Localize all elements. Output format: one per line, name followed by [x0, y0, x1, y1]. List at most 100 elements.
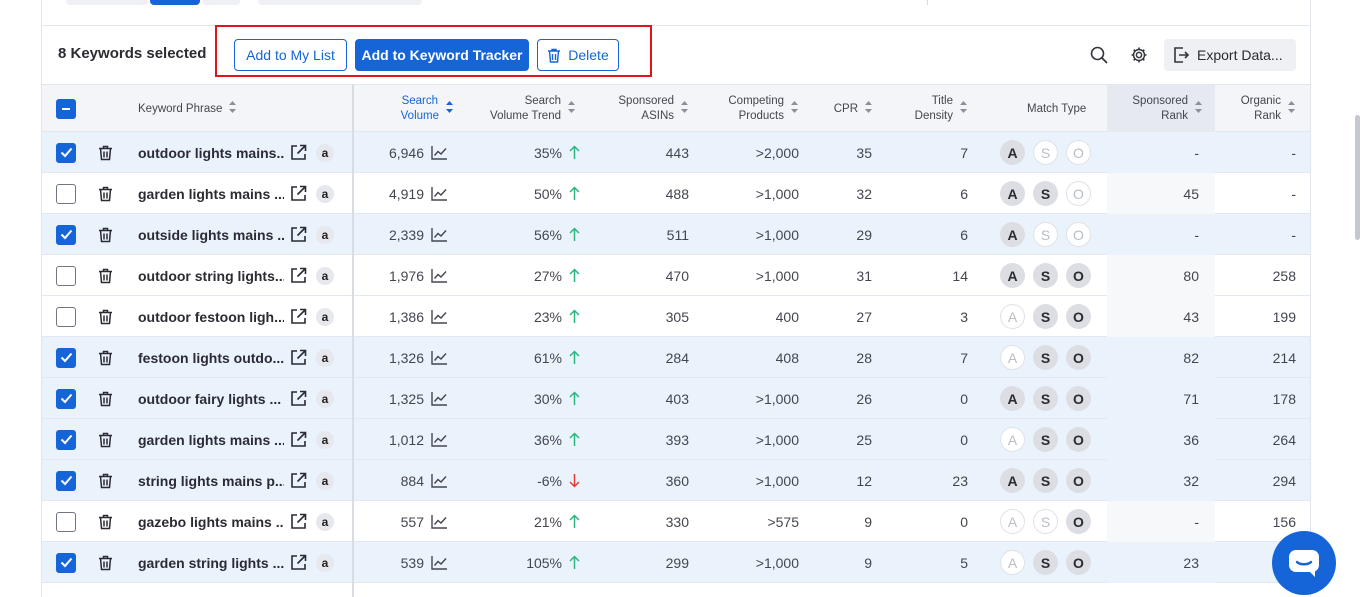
external-link-icon[interactable] [290, 214, 308, 255]
chart-line-icon[interactable] [431, 214, 449, 255]
table-row[interactable]: outdoor fairy lights ... a 1,325 30% 403 >1,0… [42, 378, 1310, 419]
match-type-a[interactable]: A [1000, 509, 1025, 534]
trash-icon[interactable] [98, 337, 114, 378]
col-cpr[interactable]: CPR [812, 85, 873, 133]
add-to-my-list-button[interactable]: Add to My List [234, 39, 347, 71]
external-link-icon[interactable] [290, 378, 308, 419]
table-row[interactable]: garden lights mains ... a 4,919 50% 488 >1,00… [42, 173, 1310, 214]
external-link-icon[interactable] [290, 296, 308, 337]
amazon-icon[interactable]: a [316, 132, 334, 173]
row-checkbox[interactable] [56, 429, 76, 450]
match-type-s[interactable]: S [1033, 509, 1058, 534]
match-type-s[interactable]: S [1033, 550, 1058, 575]
chart-line-icon[interactable] [431, 378, 449, 419]
col-sponsored-rank[interactable]: Sponsored Rank [1107, 85, 1215, 133]
match-type-a[interactable]: A [1000, 468, 1025, 493]
amazon-icon[interactable]: a [316, 378, 334, 419]
match-type-a[interactable]: A [1000, 140, 1025, 165]
external-link-icon[interactable] [290, 337, 308, 378]
chart-line-icon[interactable] [431, 296, 449, 337]
amazon-icon[interactable]: a [316, 419, 334, 460]
row-checkbox[interactable] [56, 388, 76, 409]
match-type-s[interactable]: S [1033, 222, 1058, 247]
table-row[interactable]: outdoor festoon ligh... a 1,386 23% 305 400 27… [42, 296, 1310, 337]
match-type-s[interactable]: S [1033, 345, 1058, 370]
match-type-a[interactable]: A [1000, 263, 1025, 288]
match-type-s[interactable]: S [1033, 263, 1058, 288]
row-checkbox[interactable] [56, 142, 76, 163]
external-link-icon[interactable] [290, 132, 308, 173]
match-type-s[interactable]: S [1033, 140, 1058, 165]
amazon-icon[interactable]: a [316, 296, 334, 337]
tab-active[interactable] [150, 0, 200, 5]
external-link-icon[interactable] [290, 501, 308, 542]
match-type-s[interactable]: S [1033, 304, 1058, 329]
match-type-o[interactable]: O [1066, 181, 1091, 206]
row-checkbox[interactable] [56, 224, 76, 245]
table-row[interactable]: garden lights mains ... a 1,012 36% 393 >1,00… [42, 419, 1310, 460]
keyword-phrase[interactable]: outdoor lights mains... [138, 144, 284, 161]
keyword-phrase[interactable]: outside lights mains ... [138, 226, 284, 243]
external-link-icon[interactable] [290, 419, 308, 460]
trash-icon[interactable] [98, 255, 114, 296]
chart-line-icon[interactable] [431, 173, 449, 214]
amazon-icon[interactable]: a [316, 255, 334, 296]
external-link-icon[interactable] [290, 255, 308, 296]
chart-line-icon[interactable] [431, 460, 449, 501]
chart-line-icon[interactable] [431, 337, 449, 378]
row-checkbox[interactable] [56, 511, 76, 532]
export-data-button[interactable]: Export Data... [1164, 39, 1296, 71]
trash-icon[interactable] [98, 542, 114, 583]
row-checkbox[interactable] [56, 183, 76, 204]
col-sponsored-asins[interactable]: Sponsored ASINs [602, 85, 689, 133]
amazon-icon[interactable]: a [316, 501, 334, 542]
keyword-phrase[interactable]: garden lights mains ... [138, 431, 284, 448]
match-type-a[interactable]: A [1000, 550, 1025, 575]
match-type-a[interactable]: A [1000, 181, 1025, 206]
keyword-phrase[interactable]: outdoor festoon ligh... [138, 308, 284, 325]
amazon-icon[interactable]: a [316, 173, 334, 214]
match-type-s[interactable]: S [1033, 468, 1058, 493]
keyword-phrase[interactable]: garden lights mains ... [138, 185, 284, 202]
amazon-icon[interactable]: a [316, 337, 334, 378]
row-checkbox[interactable] [56, 265, 76, 286]
amazon-icon[interactable]: a [316, 542, 334, 583]
tab-1[interactable] [66, 0, 148, 5]
search-icon[interactable] [1088, 44, 1110, 66]
match-type-s[interactable]: S [1033, 427, 1058, 452]
keyword-phrase[interactable]: garden string lights ... [138, 554, 284, 571]
col-competing-products[interactable]: Competing Products [712, 85, 799, 133]
col-search-volume[interactable]: Search Volume [372, 85, 454, 133]
match-type-s[interactable]: S [1033, 181, 1058, 206]
table-row[interactable]: outside lights mains ... a 2,339 56% 511 >1,0… [42, 214, 1310, 255]
match-type-s[interactable]: S [1033, 386, 1058, 411]
chart-line-icon[interactable] [431, 501, 449, 542]
table-row[interactable]: outdoor lights mains... a 6,946 35% 443 >2,00… [42, 132, 1310, 173]
gear-icon[interactable] [1128, 44, 1150, 66]
table-row[interactable]: festoon lights outdo... a 1,326 61% 284 408 28… [42, 337, 1310, 378]
match-type-o[interactable]: O [1066, 304, 1091, 329]
tab-3[interactable] [202, 0, 240, 5]
select-all-checkbox[interactable] [56, 99, 76, 119]
match-type-o[interactable]: O [1066, 468, 1091, 493]
match-type-o[interactable]: O [1066, 427, 1091, 452]
col-search-volume-trend[interactable]: Search Volume Trend [472, 85, 576, 133]
amazon-icon[interactable]: a [316, 214, 334, 255]
table-row[interactable]: gazebo lights mains ... a 557 21% 330 >575 9 0 A… [42, 501, 1310, 542]
match-type-o[interactable]: O [1066, 263, 1091, 288]
trash-icon[interactable] [98, 460, 114, 501]
external-link-icon[interactable] [290, 460, 308, 501]
tab-4[interactable] [258, 0, 422, 5]
trash-icon[interactable] [98, 378, 114, 419]
match-type-a[interactable]: A [1000, 304, 1025, 329]
row-checkbox[interactable] [56, 347, 76, 368]
table-row[interactable]: garden string lights ... a 539 105% 299 >1,00… [42, 542, 1310, 583]
row-checkbox[interactable] [56, 470, 76, 491]
external-link-icon[interactable] [290, 173, 308, 214]
table-row[interactable]: outdoor string lights... a 1,976 27% 470 >1,0… [42, 255, 1310, 296]
chart-line-icon[interactable] [431, 255, 449, 296]
match-type-a[interactable]: A [1000, 427, 1025, 452]
keyword-phrase[interactable]: string lights mains p... [138, 472, 284, 489]
chart-line-icon[interactable] [431, 419, 449, 460]
match-type-a[interactable]: A [1000, 345, 1025, 370]
